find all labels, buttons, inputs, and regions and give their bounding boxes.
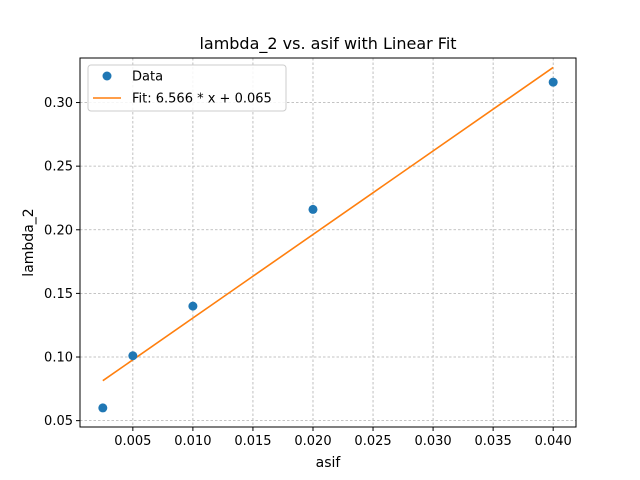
data-point (98, 403, 108, 413)
x-tick-label: 0.010 (174, 434, 211, 449)
plot-frame (79, 57, 577, 428)
x-tick-label: 0.040 (535, 434, 572, 449)
y-tick-label: 0.15 (44, 287, 73, 302)
x-tick-label: 0.005 (114, 434, 151, 449)
data-point (128, 351, 138, 361)
x-tick-label: 0.025 (354, 434, 391, 449)
y-tick-label: 0.20 (44, 223, 73, 238)
legend-label: Data (132, 70, 163, 85)
legend: Data Fit: 6.566 * x + 0.065 (87, 64, 287, 112)
y-tick-label: 0.30 (44, 96, 73, 111)
data-point (188, 301, 198, 311)
y-tick-label: 0.10 (44, 351, 73, 366)
grid-layer (80, 58, 576, 427)
legend-label: Fit: 6.566 * x + 0.065 (132, 92, 272, 107)
legend-box (87, 64, 287, 112)
chart-title: lambda_2 vs. asif with Linear Fit (199, 34, 456, 54)
y-tick-label: 0.25 (44, 160, 73, 175)
tick-layer: 0.005 0.010 0.015 0.020 0.025 0.030 0.035 0.040… (44, 96, 572, 449)
fit-line (102, 66, 554, 382)
y-axis-title: lambda_2 (21, 208, 37, 276)
x-tick-label: 0.015 (234, 434, 271, 449)
series-layer (98, 66, 558, 413)
data-point (308, 204, 318, 214)
x-axis-title: asif (316, 455, 342, 471)
x-tick-label: 0.030 (414, 434, 451, 449)
y-tick-label: 0.05 (44, 414, 73, 429)
x-tick-label: 0.035 (475, 434, 512, 449)
x-tick-label: 0.020 (294, 434, 331, 449)
legend-marker-data (102, 71, 112, 81)
data-point (548, 77, 558, 87)
